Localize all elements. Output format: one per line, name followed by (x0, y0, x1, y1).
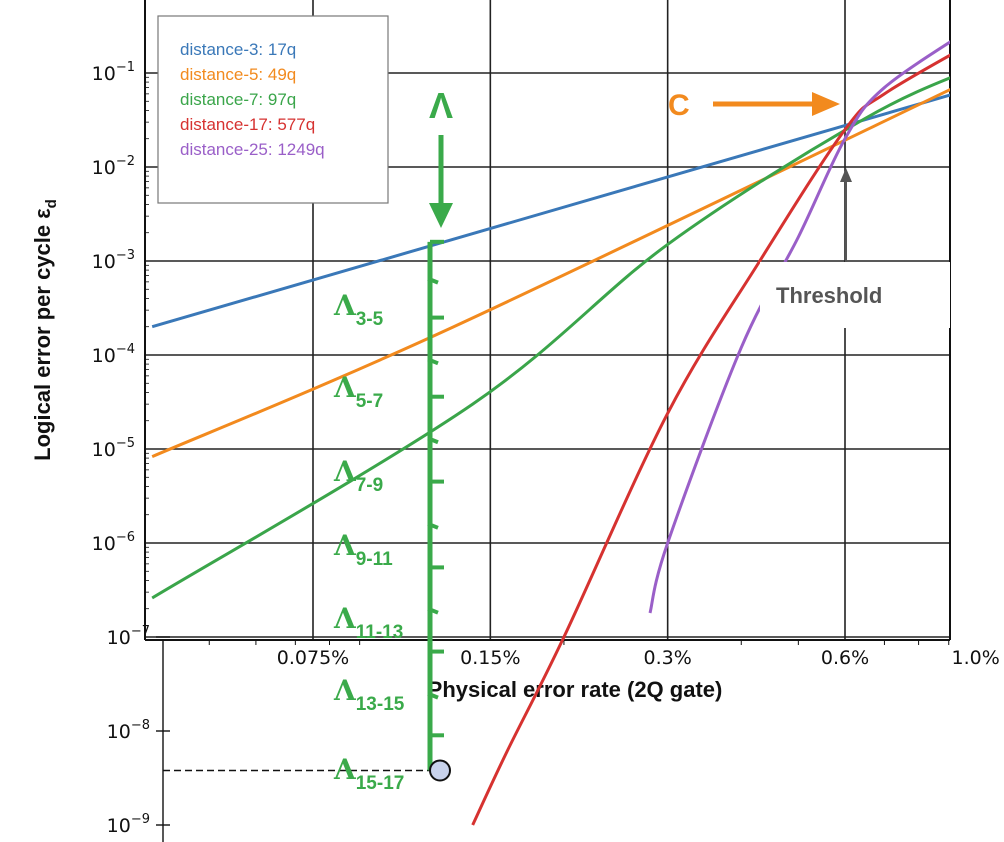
lambda-label-sub: 15-17 (356, 773, 405, 794)
series-lines (151, 40, 950, 826)
x-axis-title: Physical error rate (2Q gate) (428, 677, 723, 702)
y-tick-exp: −7 (131, 624, 150, 639)
y-tick-base: 10 (107, 627, 131, 649)
lambda-minor-tick (427, 357, 439, 366)
lambda-label-main: Λ (333, 602, 357, 635)
lambda-label: Λ3-5 (333, 289, 384, 330)
lambda-label: Λ9-11 (333, 529, 393, 570)
lambda-top-label: Λ (429, 85, 453, 126)
lambda-label-main: Λ (333, 674, 357, 707)
legend-entry-4: distance-17: 577q (180, 115, 315, 134)
y-tick-exp: −3 (116, 248, 135, 263)
x-tick-label: 0.075% (277, 647, 349, 669)
y-tick-label: 10−2 (92, 154, 135, 179)
series-line-3 (151, 76, 950, 600)
legend-entry-2: distance-5: 49q (180, 65, 296, 84)
lambda-label-main: Λ (333, 753, 357, 786)
legend-entry-5: distance-25: 1249q (180, 140, 325, 159)
lambda-label-sub: 13-15 (356, 694, 405, 715)
y-tick-base: 10 (107, 815, 131, 837)
y-tick-exp: −4 (116, 342, 135, 357)
legend-entry-1: distance-3: 17q (180, 40, 296, 59)
y-tick-base: 10 (92, 63, 116, 85)
lambda-label-sub: 9-11 (356, 549, 393, 570)
y-tick-base: 10 (92, 533, 116, 555)
lambda-label: Λ5-7 (333, 371, 383, 412)
lambda-label-main: Λ (333, 455, 357, 488)
y-tick-base: 10 (107, 721, 131, 743)
lambda-label: Λ11-13 (333, 602, 403, 643)
crossing-marker (429, 759, 451, 782)
y-tick-base: 10 (92, 439, 116, 461)
lambda-label-sub: 5-7 (356, 391, 383, 412)
x-tick-label: 0.15% (460, 647, 520, 669)
c-label: C (668, 89, 690, 122)
y-tick-exp: −5 (116, 436, 135, 451)
legend: distance-3: 17q distance-5: 49q distance-7… (157, 15, 389, 204)
y-axis-title-main: Logical error per cycle ε (30, 208, 55, 461)
x-tick-label: 0.6% (821, 647, 869, 669)
lambda-minor-tick (427, 521, 439, 530)
lambda-label: Λ13-15 (333, 674, 405, 715)
lambda-label-main: Λ (333, 289, 357, 322)
y-tick-base: 10 (92, 345, 116, 367)
y-tick-label: 10−7 (107, 624, 150, 649)
y-tick-exp: −9 (131, 812, 150, 827)
threshold-box (760, 262, 950, 328)
y-tick-label: 10−4 (92, 342, 135, 367)
y-tick-label: 10−6 (92, 530, 135, 555)
series-line-5 (648, 40, 950, 614)
y-tick-label: 10−9 (107, 812, 150, 837)
legend-entry-3: distance-7: 97q (180, 90, 296, 109)
y-axis-title: Logical error per cycle εd (30, 199, 60, 461)
lambda-minor-tick (427, 606, 439, 615)
y-tick-label: 10−1 (92, 60, 135, 85)
y-tick-label: 10−8 (107, 718, 150, 743)
y-tick-exp: −8 (131, 718, 150, 733)
axes: 0.075% 0.15% 0.3% 0.6% 1.0%10−110−210−310−41… (30, 60, 1000, 837)
lambda-label-sub: 7-9 (356, 475, 383, 496)
lambda-label-sub: 3-5 (356, 309, 384, 330)
c-arrow-head (812, 92, 840, 116)
lambda-minor-tick (427, 276, 439, 285)
legend-box (157, 15, 389, 204)
series-line-1 (151, 93, 950, 329)
x-tick-label: 1.0% (952, 647, 1000, 669)
lambda-label-sub: 11-13 (356, 622, 404, 643)
lambda-minor-tick (427, 436, 439, 445)
y-axis-title-sub: d (43, 199, 60, 208)
y-tick-exp: −2 (116, 154, 135, 169)
lambda-minor-tick (427, 691, 439, 700)
threshold-arrow-head (840, 168, 852, 182)
y-tick-label: 10−5 (92, 436, 135, 461)
series-line-4 (471, 53, 950, 826)
y-tick-exp: −1 (116, 60, 135, 75)
y-tick-base: 10 (92, 251, 116, 273)
lambda-label: Λ7-9 (333, 455, 383, 496)
lambda-label-main: Λ (333, 371, 357, 404)
y-tick-base: 10 (92, 157, 116, 179)
lambda-arrow-head (429, 203, 453, 228)
series-line-2 (151, 87, 950, 458)
y-tick-label: 10−3 (92, 248, 135, 273)
threshold-label: Threshold (776, 283, 882, 308)
y-tick-exp: −6 (116, 530, 135, 545)
lambda-label: Λ15-17 (333, 753, 404, 794)
lambda-label-main: Λ (333, 529, 357, 562)
annotations: ΛΛ3-5Λ5-7Λ7-9Λ9-11Λ11-13Λ13-15Λ15-17CThr… (163, 85, 950, 794)
x-tick-label: 0.3% (644, 647, 692, 669)
